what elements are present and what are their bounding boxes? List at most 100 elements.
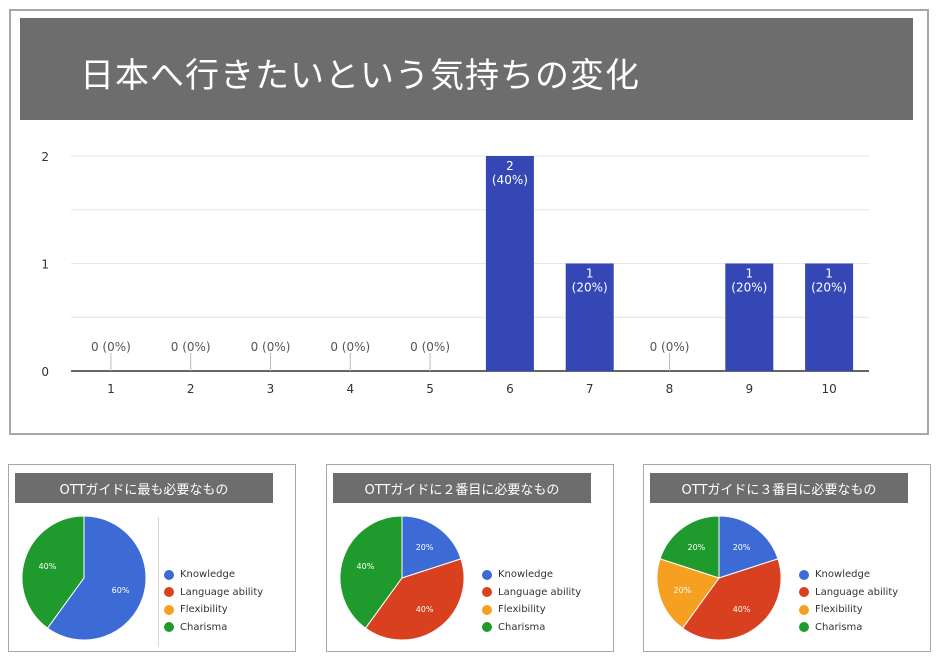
legend-item-knowledge: Knowledge <box>482 566 581 584</box>
bar-data-label: 0 (0%) <box>410 340 450 354</box>
bar-data-label: 1 <box>825 267 833 281</box>
bar-data-label: 0 (0%) <box>171 340 211 354</box>
x-tick-label: 6 <box>506 382 514 396</box>
legend-item-knowledge: Knowledge <box>799 566 898 584</box>
main-title: 日本へ行きたいという気持ちの変化 <box>80 56 640 96</box>
pie-slice-label: 40% <box>733 605 751 614</box>
bar-data-label: 1 <box>745 267 753 281</box>
legend-label: Charisma <box>180 621 228 633</box>
pie-slice-knowledge <box>718 515 779 579</box>
x-tick-label: 4 <box>346 382 354 396</box>
y-tick-label: 0 <box>41 365 49 379</box>
legend-item-flexibility: Flexibility <box>164 601 263 619</box>
pie-legend-1: Knowledge Language ability Flexibility C… <box>164 566 263 636</box>
pie-slice-charisma <box>21 515 85 629</box>
legend-item-charisma: Charisma <box>482 619 581 637</box>
legend-label: Flexibility <box>815 604 863 616</box>
legend-label: Language ability <box>180 586 264 598</box>
pie-slice-label: 20% <box>416 543 434 552</box>
bar-data-label: (20%) <box>811 281 847 295</box>
x-tick-label: 7 <box>586 382 594 396</box>
legend-label: Language ability <box>498 586 582 598</box>
pie-slice-language-ability <box>364 558 465 641</box>
legend-item-language: Language ability <box>164 584 263 602</box>
bar-data-label: 0 (0%) <box>330 340 370 354</box>
pie-slice-charisma <box>339 515 403 629</box>
x-tick-label: 1 <box>107 382 115 396</box>
bar-data-label: (20%) <box>731 281 767 295</box>
bar-data-label: 0 (0%) <box>91 340 131 354</box>
legend-swatch-flexibility <box>482 604 492 615</box>
pie-title-bar-3: OTTガイドに３番目に必要なもの <box>650 473 908 503</box>
legend-swatch-language <box>799 587 809 598</box>
pie-slice-label: 40% <box>357 562 375 571</box>
pie-panel-3: OTTガイドに３番目に必要なもの 20% 20% 40% 20% Knowledge … <box>643 464 931 652</box>
pie-panel-2: OTTガイドに２番目に必要なもの 40% 20% 40% Knowledge Lan… <box>326 464 614 652</box>
legend-swatch-knowledge <box>799 569 809 580</box>
pie-legend-2: Knowledge Language ability Flexibility C… <box>482 566 581 636</box>
legend-item-flexibility: Flexibility <box>799 601 898 619</box>
pie-panel-1: OTTガイドに最も必要なもの 40% 60% Knowledge Language… <box>8 464 296 652</box>
bar <box>485 156 534 371</box>
pie-slice-charisma <box>659 515 720 579</box>
legend-item-charisma: Charisma <box>164 619 263 637</box>
bar <box>725 263 774 371</box>
pie-title-1: OTTガイドに最も必要なもの <box>59 483 229 498</box>
legend-swatch-flexibility <box>799 604 809 615</box>
pie-divider-1 <box>158 517 159 647</box>
bar-data-label: 0 (0%) <box>251 340 291 354</box>
legend-item-language: Language ability <box>799 584 898 602</box>
pie-slice-label: 20% <box>674 586 692 595</box>
bar-data-label: 0 (0%) <box>650 340 690 354</box>
legend-swatch-knowledge <box>164 569 174 580</box>
pie-title-bar-2: OTTガイドに２番目に必要なもの <box>333 473 591 503</box>
pie-slice-label: 40% <box>39 562 57 571</box>
bar <box>565 263 614 371</box>
x-tick-label: 10 <box>821 382 836 396</box>
bar <box>805 263 854 371</box>
pie-legend-3: Knowledge Language ability Flexibility C… <box>799 566 898 636</box>
legend-item-knowledge: Knowledge <box>164 566 263 584</box>
legend-swatch-charisma <box>164 622 174 633</box>
legend-label: Knowledge <box>498 569 553 581</box>
pie-title-2: OTTガイドに２番目に必要なもの <box>364 483 560 498</box>
legend-swatch-language <box>482 587 492 598</box>
pie-chart-1: 40% 60% <box>21 515 147 641</box>
pie-slice-label: 20% <box>688 543 706 552</box>
pie-slice-knowledge <box>401 515 462 579</box>
legend-swatch-charisma <box>799 622 809 633</box>
bar-data-label: 1 <box>586 267 594 281</box>
legend-item-charisma: Charisma <box>799 619 898 637</box>
y-tick-label: 1 <box>41 258 49 272</box>
y-tick-label: 2 <box>41 150 49 164</box>
pie-slice-label: 20% <box>733 543 751 552</box>
legend-item-flexibility: Flexibility <box>482 601 581 619</box>
pie-chart-2: 40% 20% 40% <box>339 515 465 641</box>
pie-slice-flexibility <box>656 558 720 629</box>
pie-slice-language-ability <box>681 558 782 641</box>
main-title-bar: 日本へ行きたいという気持ちの変化 <box>20 18 913 120</box>
pie-title-3: OTTガイドに３番目に必要なもの <box>681 483 877 498</box>
legend-label: Knowledge <box>180 569 235 581</box>
bar-data-label: (40%) <box>492 173 528 187</box>
legend-label: Charisma <box>815 621 863 633</box>
pie-chart-3: 20% 20% 40% 20% <box>656 515 782 641</box>
x-tick-label: 9 <box>745 382 753 396</box>
x-tick-label: 3 <box>267 382 275 396</box>
main-chart-panel: 日本へ行きたいという気持ちの変化 0 1 2 0 (0%) 1 0 (0%) 2 0 (0%)… <box>9 9 929 435</box>
legend-label: Flexibility <box>180 604 228 616</box>
legend-label: Language ability <box>815 586 899 598</box>
pie-slice-label: 60% <box>112 586 130 595</box>
legend-label: Knowledge <box>815 569 870 581</box>
pie-slice-knowledge <box>46 515 147 641</box>
legend-swatch-charisma <box>482 622 492 633</box>
pie-title-bar-1: OTTガイドに最も必要なもの <box>15 473 273 503</box>
legend-swatch-language <box>164 587 174 598</box>
x-tick-label: 8 <box>666 382 674 396</box>
bar-data-label: 2 <box>506 159 514 173</box>
legend-item-language: Language ability <box>482 584 581 602</box>
x-tick-label: 5 <box>426 382 434 396</box>
legend-swatch-flexibility <box>164 604 174 615</box>
pie-slice-label: 40% <box>416 605 434 614</box>
